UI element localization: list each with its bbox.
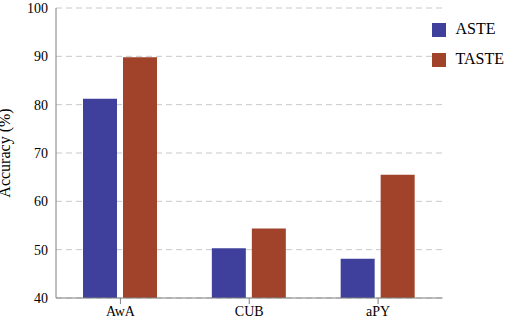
svg-text:50: 50 bbox=[34, 243, 48, 258]
svg-text:60: 60 bbox=[34, 194, 48, 209]
svg-text:40: 40 bbox=[34, 291, 48, 306]
svg-text:80: 80 bbox=[34, 98, 48, 113]
html-text:ASTE: ASTE bbox=[455, 20, 496, 37]
svg-text:Accuracy (%): Accuracy (%) bbox=[8, 108, 14, 197]
svg-text:100: 100 bbox=[27, 1, 48, 16]
svg-text:CUB: CUB bbox=[235, 304, 264, 319]
svg-text:aPY: aPY bbox=[366, 304, 390, 319]
svg-text:90: 90 bbox=[34, 49, 48, 64]
svg-text:70: 70 bbox=[34, 146, 48, 161]
html-text:TASTE: TASTE bbox=[455, 50, 504, 67]
svg-text:AwA: AwA bbox=[106, 304, 136, 319]
